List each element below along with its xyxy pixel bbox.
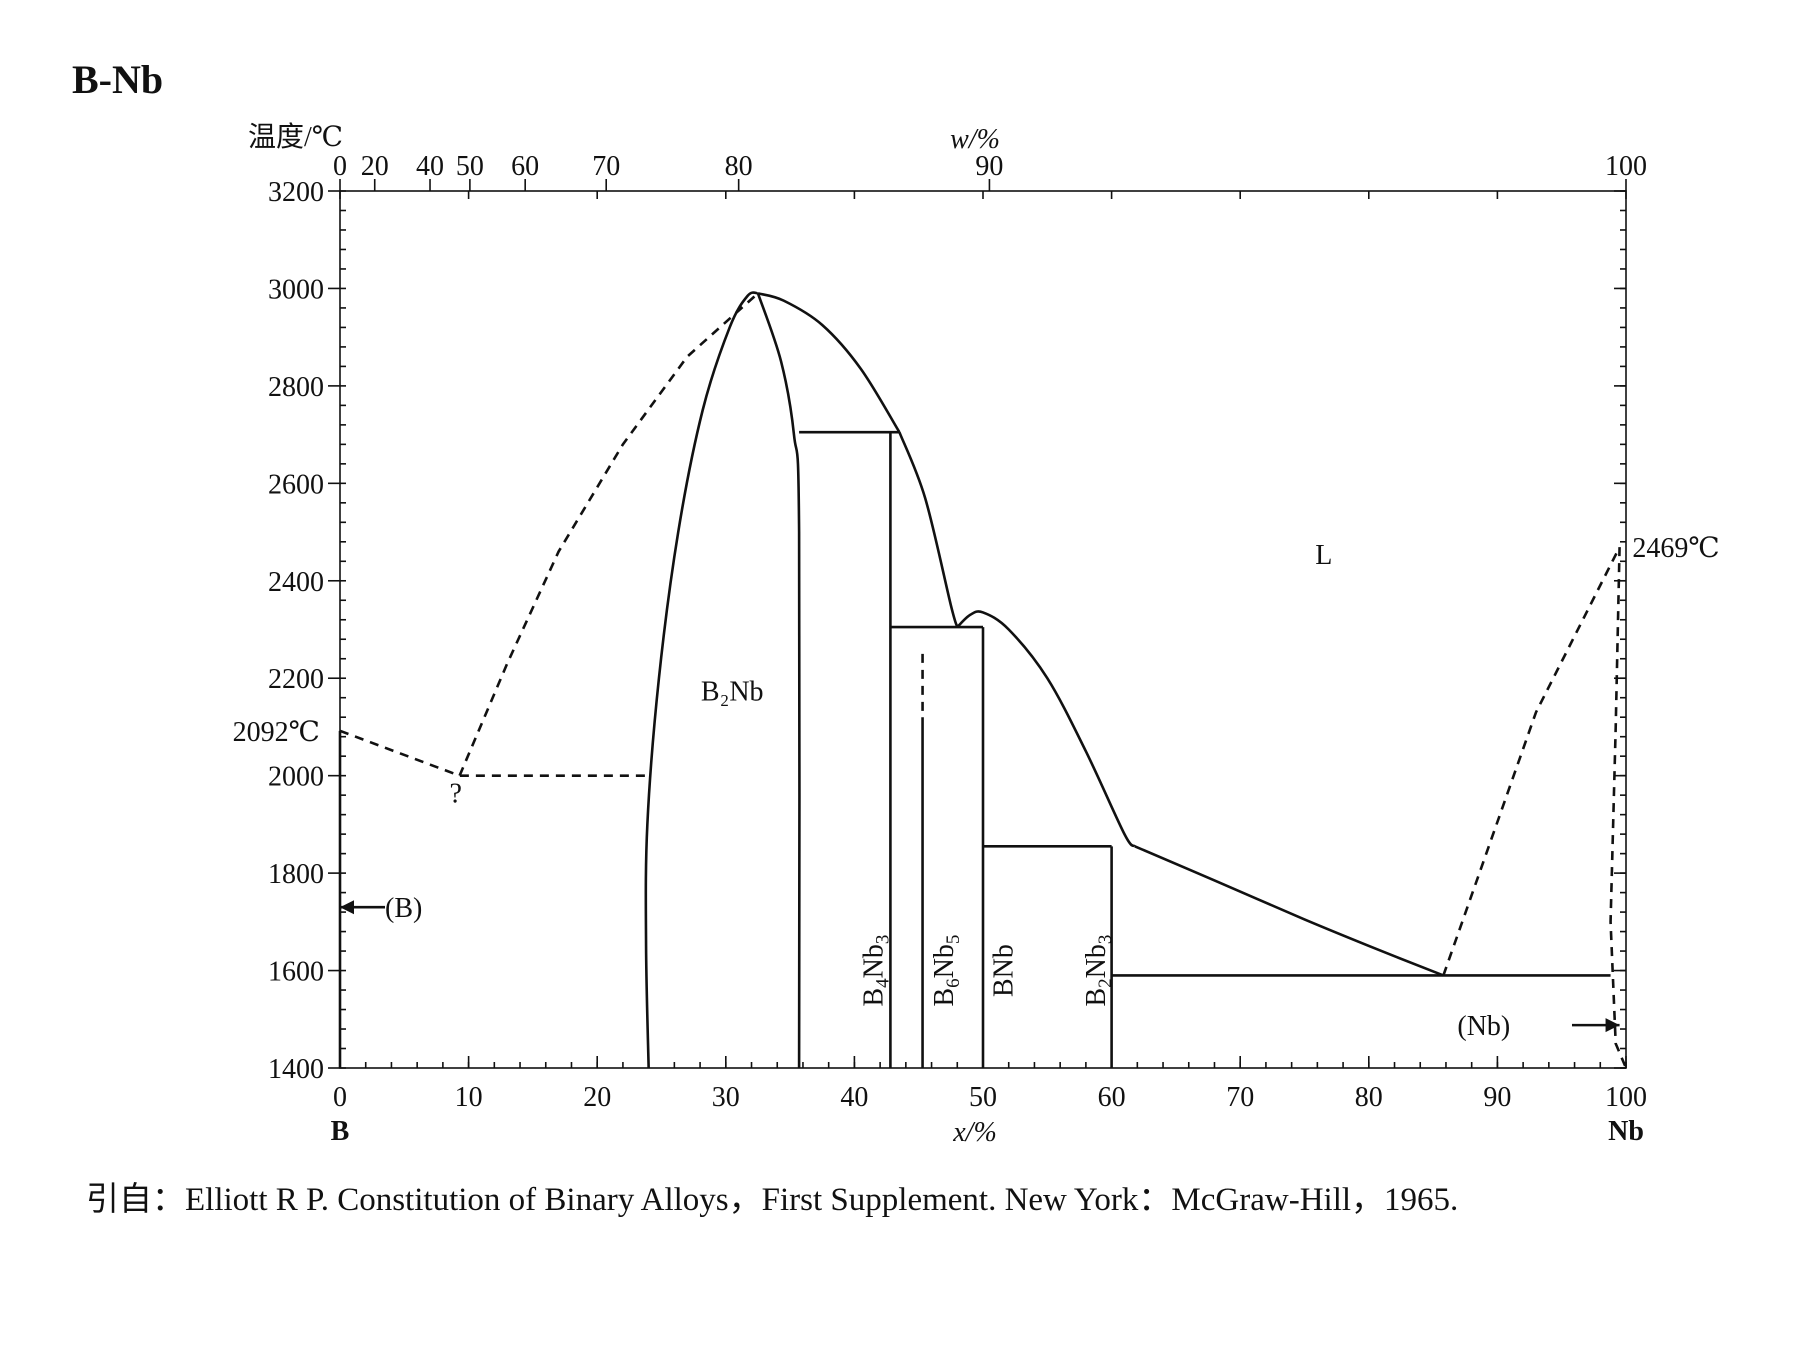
x-tick-label: 80: [1355, 1082, 1383, 1113]
annotations: LB₂Nb2092℃2469℃?(B)(Nb)B4Nb3B6Nb5BNbB2Nb…: [233, 533, 1720, 1042]
top-axis-label: w/%: [950, 124, 1000, 155]
annotation-label: ?: [450, 779, 462, 810]
phase-line-17: [339, 729, 649, 777]
y-tick-label: 2000: [268, 762, 324, 793]
x2-tick-label: 0: [333, 151, 347, 182]
compound-label: BNb: [988, 944, 1019, 997]
formula-part: B: [929, 988, 960, 1007]
subscript: 5: [943, 935, 964, 945]
y-tick-label: 2800: [268, 372, 324, 403]
figure-title: B-Nb: [72, 57, 163, 102]
subscript: 2: [1095, 978, 1116, 988]
arrow-head: [340, 900, 354, 915]
annotation-label: L: [1315, 540, 1332, 571]
annotation-label: 2469℃: [1632, 533, 1719, 564]
x2-tick-label: 100: [1605, 151, 1647, 182]
phase-line-7: [898, 431, 959, 628]
subscript: 4: [872, 978, 893, 988]
y-tick-label: 1800: [268, 859, 324, 890]
x2-tick-label: 90: [975, 151, 1003, 182]
x2-tick-label: 40: [416, 151, 444, 182]
y-tick-label: 2200: [268, 664, 324, 695]
citation: 引自：Elliott R P. Constitution of Binary A…: [86, 1181, 1458, 1218]
end-label-right: Nb: [1608, 1116, 1644, 1147]
subscript: 6: [943, 978, 964, 988]
formula-part: B: [1081, 988, 1112, 1007]
x-tick-label: 40: [840, 1082, 868, 1113]
y-tick-label: 3200: [268, 177, 324, 208]
x-tick-label: 0: [333, 1082, 347, 1113]
formula-part: Nb: [1081, 944, 1112, 978]
annotation-label: (B): [385, 893, 422, 924]
x2-tick-label: 20: [361, 151, 389, 182]
x2-tick-label: 50: [456, 151, 484, 182]
subscript: 3: [872, 935, 893, 945]
end-label-left: B: [331, 1116, 350, 1147]
axis-ticks: 0 10 20 30 40 50 60 70 80 90 100140016001800200022…: [268, 151, 1647, 1147]
x2-tick-label: 60: [511, 151, 539, 182]
phase-line-15: [1134, 845, 1444, 977]
phase-line-3: [756, 292, 801, 1069]
x2-tick-label: 70: [592, 151, 620, 182]
annotation-label: B₂Nb: [701, 676, 764, 707]
phase-boundaries: [338, 291, 1628, 1069]
x-tick-label: 50: [969, 1082, 997, 1113]
phase-line-4: [757, 292, 901, 433]
arrow-head: [1605, 1018, 1620, 1033]
phase-line-11: [956, 610, 1136, 848]
annotation-label: (Nb): [1457, 1011, 1510, 1042]
x-tick-label: 10: [455, 1082, 483, 1113]
x-tick-label: 90: [1483, 1082, 1511, 1113]
x2-tick-label: 80: [725, 151, 753, 182]
formula-part: Nb: [858, 944, 889, 978]
x-tick-label: 100: [1605, 1082, 1647, 1113]
phase-line-20: [1609, 547, 1628, 1069]
compound-label: B6Nb5: [929, 935, 964, 1007]
y-tick-label: 2400: [268, 567, 324, 598]
subscript: 3: [1095, 935, 1116, 945]
formula-part: Nb: [929, 944, 960, 978]
y-tick-label: 1600: [268, 957, 324, 988]
x-tick-label: 20: [583, 1082, 611, 1113]
compound-label: B2Nb3: [1081, 935, 1116, 1007]
formula-part: BNb: [988, 944, 1019, 997]
x-tick-label: 30: [712, 1082, 740, 1113]
annotation-label: 2092℃: [233, 717, 320, 748]
x-axis-label: x/%: [952, 1117, 997, 1148]
y-tick-label: 3000: [268, 274, 324, 305]
y-axis-label: 温度/℃: [248, 121, 343, 153]
y-tick-label: 1400: [268, 1054, 324, 1085]
phase-line-18: [458, 292, 759, 777]
x-tick-label: 60: [1098, 1082, 1126, 1113]
formula-part: B: [858, 988, 889, 1007]
x-tick-label: 70: [1226, 1082, 1254, 1113]
phase-line-2: [644, 291, 759, 1069]
y-tick-label: 2600: [268, 469, 324, 500]
compound-label: B4Nb3: [858, 935, 893, 1007]
phase-line-19: [1442, 546, 1621, 976]
